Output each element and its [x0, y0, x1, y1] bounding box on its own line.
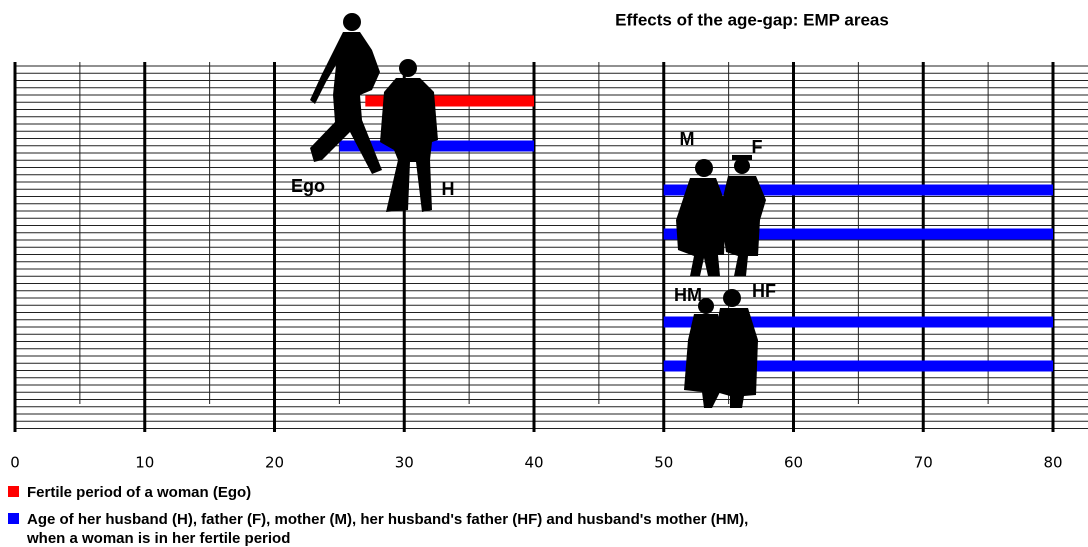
- x-tick-label: 30: [395, 454, 414, 472]
- chart: Effects of the age-gap: EMP areas Ego HM F…: [10, 10, 1088, 472]
- x-tick-label: 40: [524, 454, 543, 472]
- x-tick-label: 60: [784, 454, 803, 472]
- figure-label: F: [752, 137, 763, 157]
- range-bar: [663, 316, 1053, 328]
- range-bar: [663, 184, 1053, 196]
- figure-label: HF: [752, 281, 776, 301]
- chart-title: Effects of the age-gap: EMP areas: [615, 10, 889, 29]
- silhouette: [399, 59, 417, 77]
- silhouette: [720, 176, 766, 276]
- silhouette: [676, 178, 726, 276]
- x-tick-label: 50: [654, 454, 673, 472]
- silhouette: [343, 13, 361, 31]
- silhouette: [732, 155, 752, 160]
- range-bar: [663, 228, 1053, 240]
- silhouette: [714, 308, 758, 408]
- silhouette: [734, 158, 750, 174]
- legend-label: Age of her husband (H), father (F), moth…: [27, 511, 749, 547]
- silhouette: [723, 289, 741, 307]
- figure-label: M: [680, 129, 695, 149]
- x-tick-label: 80: [1043, 454, 1062, 472]
- range-bar: [663, 360, 1053, 372]
- silhouette: [684, 314, 722, 408]
- x-tick-label: 0: [10, 454, 20, 472]
- figure-label: HM: [674, 285, 702, 305]
- x-tick-label: 10: [135, 454, 154, 472]
- x-tick-label: 70: [914, 454, 933, 472]
- silhouette: [310, 32, 382, 174]
- figure-label: H: [442, 179, 455, 199]
- silhouettes: [310, 13, 766, 408]
- silhouette: [380, 78, 438, 212]
- legend-label: Fertile period of a woman (Ego): [27, 484, 252, 501]
- legend-swatch: [8, 486, 19, 497]
- legend-swatch: [8, 513, 19, 524]
- legend-item: Fertile period of a woman (Ego): [8, 483, 251, 502]
- range-bar: [339, 140, 534, 152]
- legend-item: Age of her husband (H), father (F), moth…: [8, 510, 748, 547]
- x-tick-label: 20: [265, 454, 284, 472]
- silhouette: [698, 298, 714, 314]
- range-bar: [365, 95, 534, 107]
- figure-label: Ego: [291, 176, 325, 196]
- silhouette: [695, 159, 713, 177]
